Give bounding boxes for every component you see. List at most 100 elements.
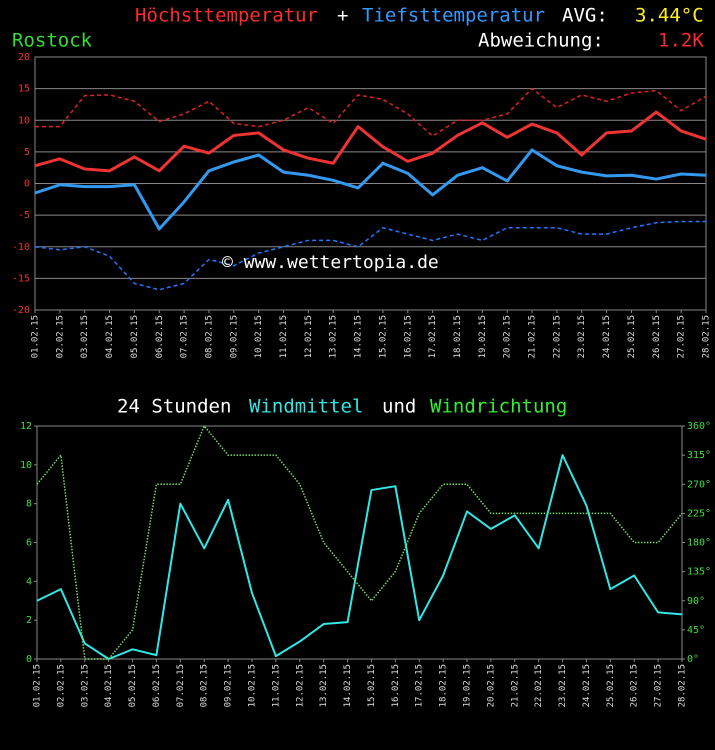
deviation-value: 1.2K <box>658 30 704 52</box>
x-tick-label: 01.02.15 <box>31 315 41 358</box>
x-tick-label: 18.02.15 <box>439 664 449 707</box>
y2-tick-label: 270° <box>687 479 711 490</box>
x-tick-label: 13.02.15 <box>319 664 329 707</box>
watermark: © www.wettertopia.de <box>222 252 439 273</box>
x-tick-label: 20.02.15 <box>503 315 513 358</box>
y2-tick-label: 360° <box>687 421 711 432</box>
avg-label: AVG: <box>562 5 608 27</box>
x-tick-label: 04.02.15 <box>105 315 115 358</box>
x-tick-label: 09.02.15 <box>224 664 234 707</box>
legend-entry: Windrichtung <box>430 396 567 418</box>
series-line <box>34 148 707 231</box>
y-tick-label: 5 <box>24 147 30 158</box>
series-line <box>34 110 707 173</box>
x-tick-label: 21.02.15 <box>510 664 520 707</box>
x-tick-label: 15.02.15 <box>367 664 377 707</box>
series-line <box>36 425 683 660</box>
y-tick-label: 0 <box>24 179 30 190</box>
series-line <box>34 220 706 291</box>
y-tick-label: 4 <box>26 576 32 587</box>
x-tick-label: 12.02.15 <box>295 664 305 707</box>
x-tick-label: 08.02.15 <box>200 664 210 707</box>
legend-entry: Windmittel <box>249 396 363 418</box>
x-tick-label: 03.02.15 <box>80 315 90 358</box>
y-tick-label: 10 <box>20 460 32 471</box>
x-tick-label: 23.02.15 <box>558 664 568 707</box>
x-tick-label: 12.02.15 <box>304 315 314 358</box>
x-tick-label: 20.02.15 <box>486 664 496 707</box>
x-tick-label: 05.02.15 <box>130 315 140 358</box>
x-tick-label: 04.02.15 <box>104 664 114 707</box>
y-tick-label: -20 <box>12 305 30 316</box>
y2-tick-label: 90° <box>687 596 705 607</box>
x-tick-label: 17.02.15 <box>428 315 438 358</box>
x-tick-label: 25.02.15 <box>627 315 637 358</box>
x-tick-label: 06.02.15 <box>155 315 165 358</box>
y2-tick-label: 0° <box>687 654 699 665</box>
y2-tick-label: 135° <box>687 567 711 578</box>
x-tick-label: 18.02.15 <box>453 315 463 358</box>
y-tick-label: 12 <box>20 421 32 432</box>
x-tick-label: 11.02.15 <box>279 315 289 358</box>
y2-tick-label: 45° <box>687 625 705 636</box>
x-tick-label: 21.02.15 <box>528 315 538 358</box>
x-tick-label: 25.02.15 <box>606 664 616 707</box>
y2-tick-label: 180° <box>687 538 711 549</box>
x-tick-label: 26.02.15 <box>652 315 662 358</box>
location: Rostock <box>12 30 93 52</box>
x-tick-label: 02.02.15 <box>56 664 66 707</box>
x-tick-label: 07.02.15 <box>180 315 190 358</box>
x-tick-label: 10.02.15 <box>254 315 264 358</box>
legend-entry: Höchsttemperatur <box>135 5 318 27</box>
y-tick-label: -10 <box>12 242 30 253</box>
x-tick-label: 19.02.15 <box>478 315 488 358</box>
x-tick-label: 07.02.15 <box>176 664 186 707</box>
x-tick-label: 01.02.15 <box>33 664 43 707</box>
x-tick-label: 05.02.15 <box>128 664 138 707</box>
y-tick-label: -5 <box>18 210 30 221</box>
y-tick-label: 6 <box>26 538 32 549</box>
x-tick-label: 17.02.15 <box>415 664 425 707</box>
y-tick-label: 10 <box>18 115 30 126</box>
deviation-label: Abweichung: <box>478 30 604 52</box>
x-tick-label: 22.02.15 <box>552 315 562 358</box>
x-tick-label: 23.02.15 <box>577 315 587 358</box>
y-tick-label: -15 <box>12 273 30 284</box>
x-tick-label: 08.02.15 <box>204 315 214 358</box>
x-tick-label: 26.02.15 <box>630 664 640 707</box>
y2-tick-label: 315° <box>687 450 711 461</box>
x-tick-label: 16.02.15 <box>403 315 413 358</box>
x-tick-label: 27.02.15 <box>677 315 687 358</box>
legend-entry: Tiefsttemperatur <box>362 5 545 27</box>
x-tick-label: 11.02.15 <box>271 664 281 707</box>
joiner: und <box>382 396 416 418</box>
y-tick-label: 2 <box>26 615 32 626</box>
x-tick-label: 03.02.15 <box>80 664 90 707</box>
joiner: + <box>337 5 348 27</box>
y2-tick-label: 225° <box>687 508 711 519</box>
x-tick-label: 27.02.15 <box>654 664 664 707</box>
x-tick-label: 14.02.15 <box>343 664 353 707</box>
y-tick-label: 20 <box>18 52 30 63</box>
y-tick-label: 8 <box>26 499 32 510</box>
x-tick-label: 10.02.15 <box>248 664 258 707</box>
x-tick-label: 24.02.15 <box>582 664 592 707</box>
avg-value: 3.44°C <box>635 5 704 27</box>
x-tick-label: 09.02.15 <box>229 315 239 358</box>
x-tick-label: 06.02.15 <box>152 664 162 707</box>
x-tick-label: 14.02.15 <box>354 315 364 358</box>
x-tick-label: 28.02.15 <box>702 315 712 358</box>
x-tick-label: 22.02.15 <box>534 664 544 707</box>
x-tick-label: 16.02.15 <box>391 664 401 707</box>
x-tick-label: 15.02.15 <box>378 315 388 358</box>
x-tick-label: 28.02.15 <box>678 664 688 707</box>
series-line <box>36 454 683 660</box>
x-tick-label: 13.02.15 <box>329 315 339 358</box>
y-tick-label: 15 <box>18 84 30 95</box>
y-tick-label: 0 <box>26 654 32 665</box>
x-tick-label: 19.02.15 <box>463 664 473 707</box>
chart-title: 24 Stunden <box>117 396 231 418</box>
series-line <box>35 87 707 137</box>
x-tick-label: 24.02.15 <box>602 315 612 358</box>
